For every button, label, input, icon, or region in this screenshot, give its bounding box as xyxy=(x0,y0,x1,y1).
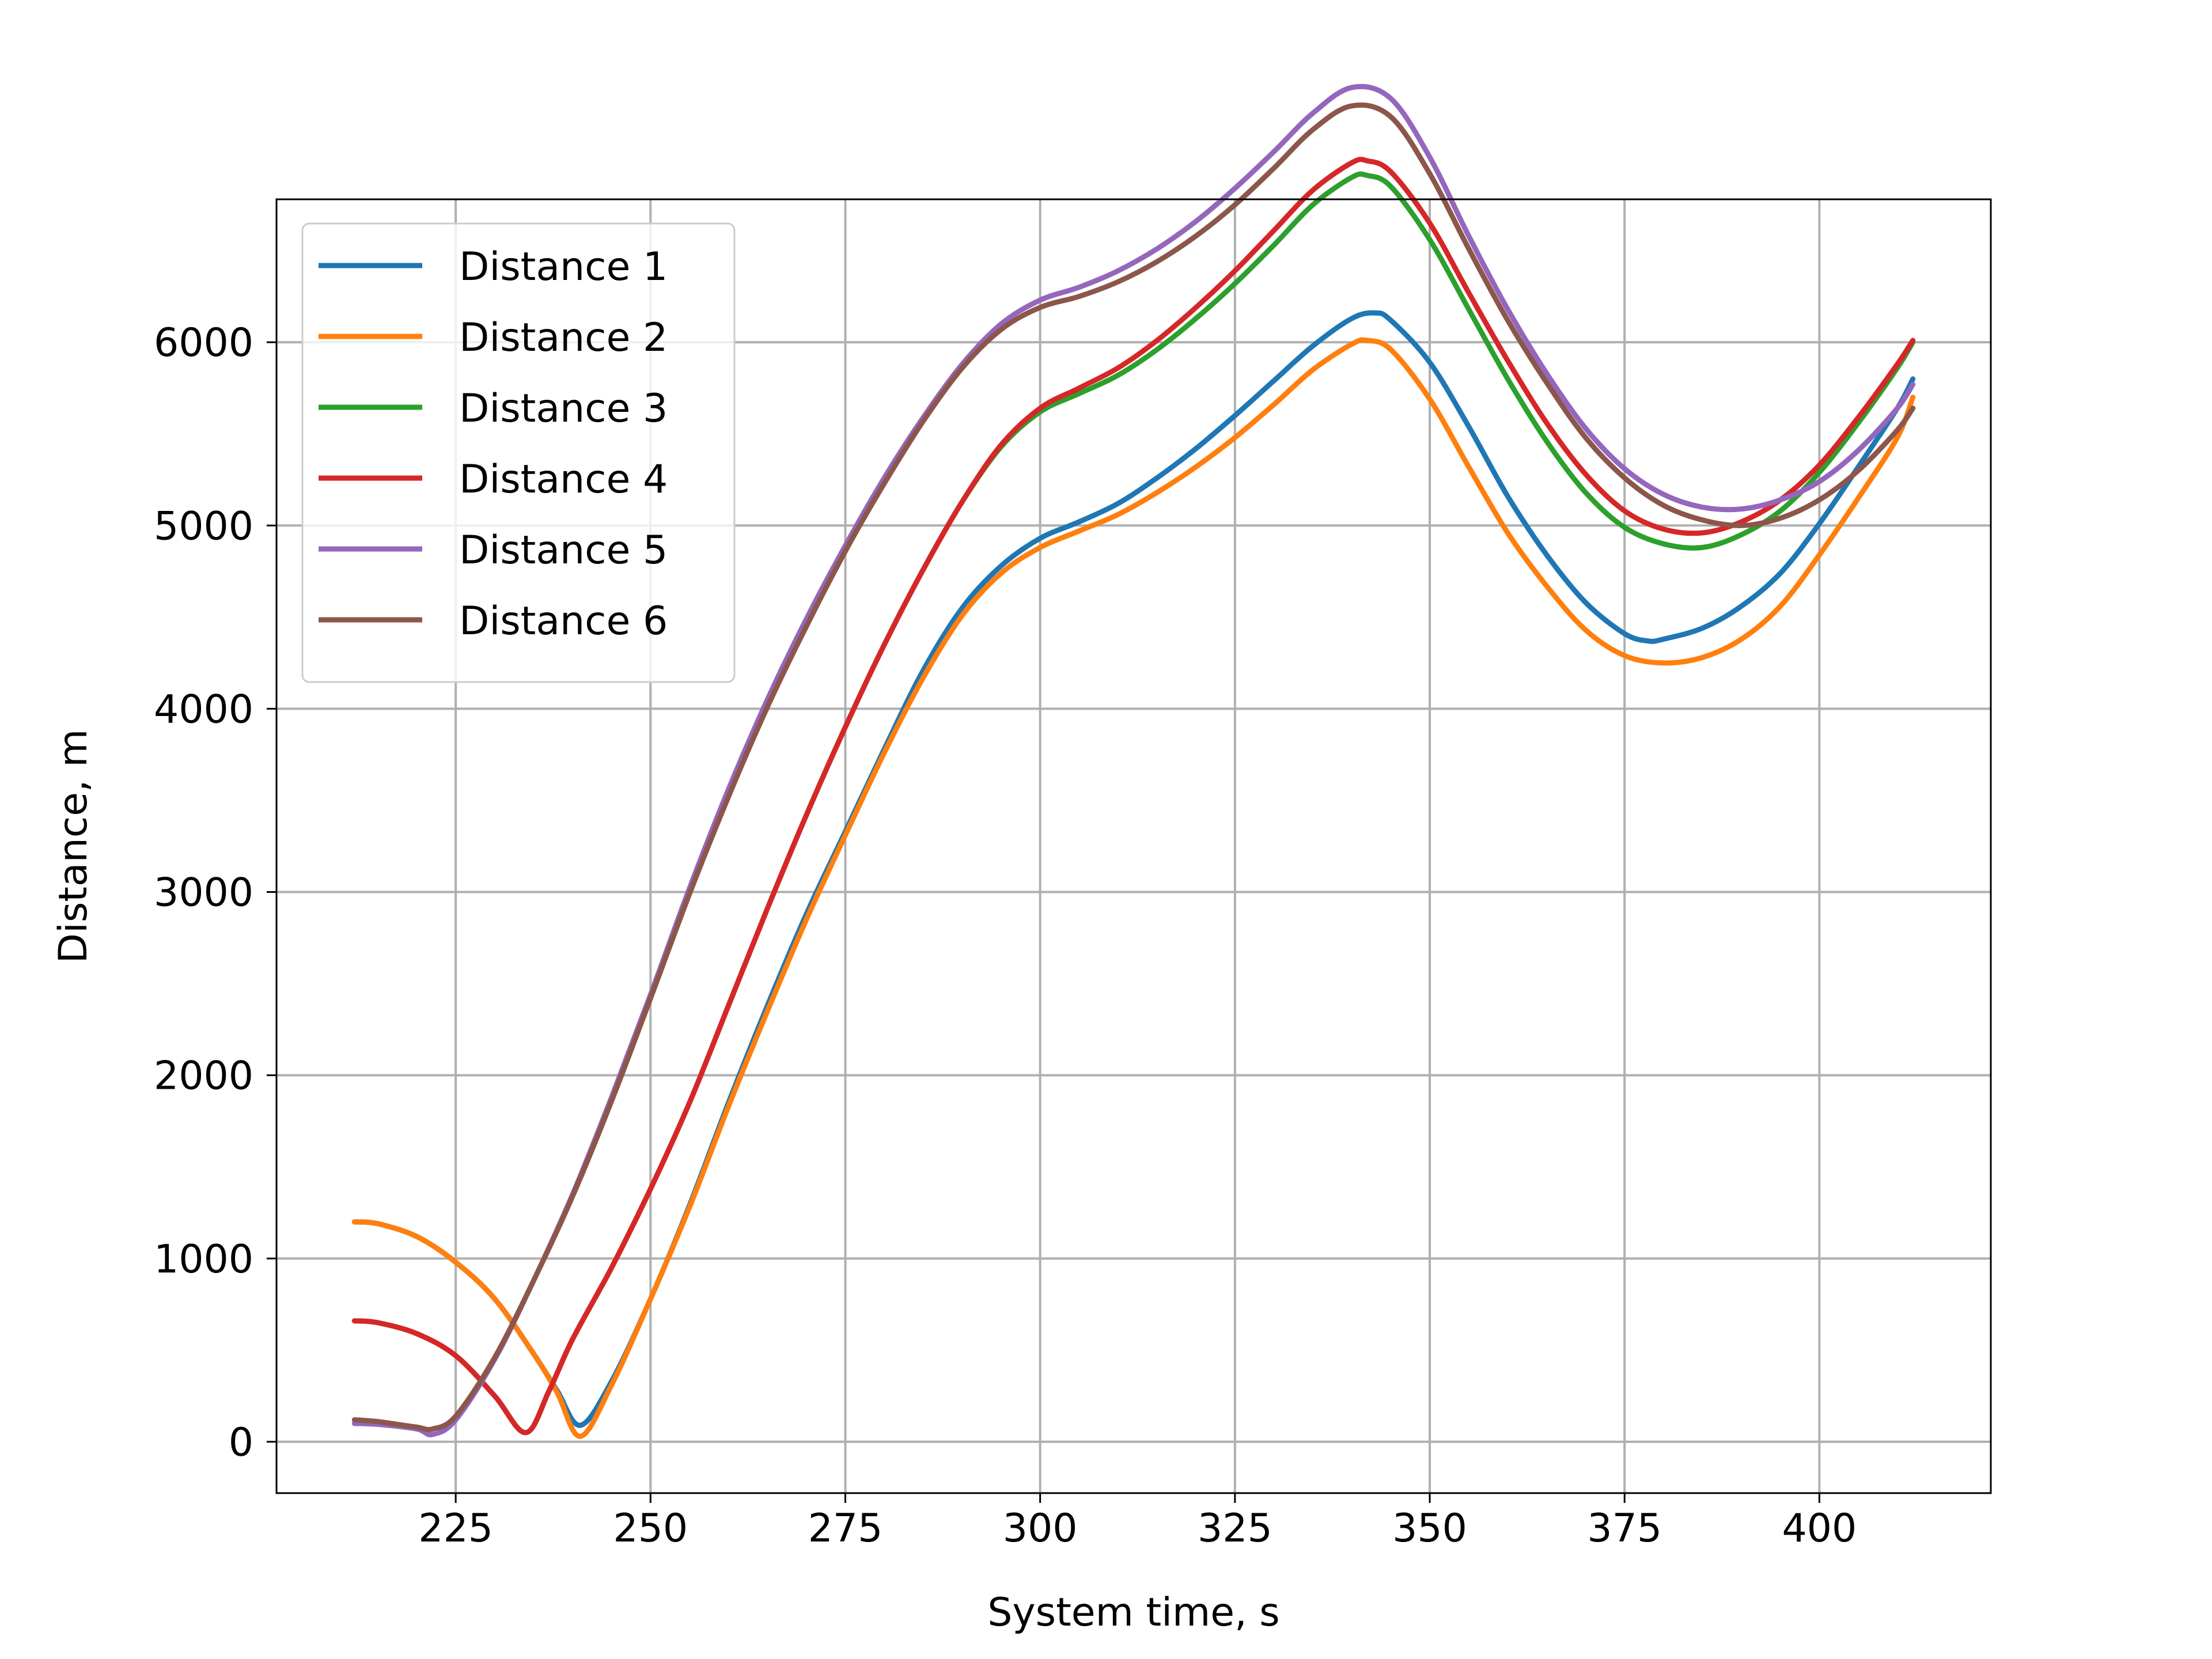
x-tick-label: 375 xyxy=(1587,1506,1662,1551)
x-tick-label: 325 xyxy=(1198,1506,1272,1551)
x-tick-label: 350 xyxy=(1392,1506,1467,1551)
y-tick-label: 1000 xyxy=(154,1237,253,1282)
x-tick-label: 300 xyxy=(1003,1506,1078,1551)
y-tick-label: 4000 xyxy=(154,687,253,732)
legend-label: Distance 4 xyxy=(459,457,668,502)
x-tick-label: 275 xyxy=(808,1506,883,1551)
x-axis-label: System time, s xyxy=(987,1590,1279,1635)
legend-label: Distance 6 xyxy=(459,599,668,644)
legend-label: Distance 5 xyxy=(459,528,668,573)
y-axis-label: Distance, m xyxy=(51,729,96,964)
legend-label: Distance 2 xyxy=(459,315,668,361)
legend-label: Distance 1 xyxy=(459,244,668,290)
y-axis-ticks: 0 1000 2000 3000 4000 5000 6000 xyxy=(154,320,276,1465)
series-line-distance-6 xyxy=(351,102,1916,1433)
legend-label: Distance 3 xyxy=(459,386,668,431)
series-layer xyxy=(351,84,1916,1439)
x-tick-label: 400 xyxy=(1782,1506,1857,1551)
y-tick-label: 5000 xyxy=(154,503,253,549)
legend: Distance 1 Distance 2 Distance 3 Distance 4… xyxy=(301,222,736,683)
y-tick-label: 3000 xyxy=(154,870,253,916)
x-tick-label: 225 xyxy=(418,1506,493,1551)
x-tick-label: 250 xyxy=(613,1506,688,1551)
series-line-distance-4 xyxy=(351,157,1916,1435)
y-tick-label: 6000 xyxy=(154,320,253,366)
series-line-distance-2 xyxy=(351,337,1916,1439)
x-axis-ticks: 225 250 275 300 325 350 375 400 xyxy=(418,1493,1857,1551)
y-tick-label: 0 xyxy=(229,1420,253,1465)
y-tick-label: 2000 xyxy=(154,1054,253,1099)
axes-frame xyxy=(275,198,1992,1494)
